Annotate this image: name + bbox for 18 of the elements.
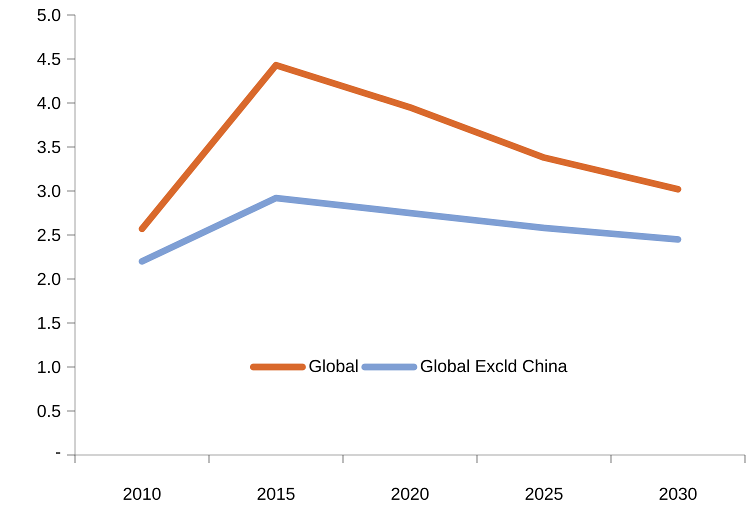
y-tick-label: 2.5 xyxy=(38,228,60,242)
y-tick-label: 4.5 xyxy=(37,52,60,66)
y-tick-label: 1.5 xyxy=(38,316,60,330)
legend-label: Global xyxy=(309,359,358,372)
y-tick-label: 5.0 xyxy=(38,8,60,22)
y-tick-label: 4.0 xyxy=(37,96,60,110)
y-tick-label: 2.0 xyxy=(38,272,60,286)
y-tick-label: 3.5 xyxy=(38,140,60,154)
y-tick-label: 0.5 xyxy=(38,404,60,418)
x-tick-label: 2010 xyxy=(124,488,161,500)
x-tick-label: 2025 xyxy=(526,488,563,500)
x-tick-label: 2015 xyxy=(258,488,295,500)
y-tick-label: 3.0 xyxy=(38,184,60,198)
legend-label: Global Excld China xyxy=(420,359,568,372)
y-tick-label: - xyxy=(56,452,60,454)
x-tick-label: 2030 xyxy=(660,488,697,500)
y-tick-label: 1.0 xyxy=(38,360,60,374)
x-tick-label: 2020 xyxy=(392,488,429,500)
